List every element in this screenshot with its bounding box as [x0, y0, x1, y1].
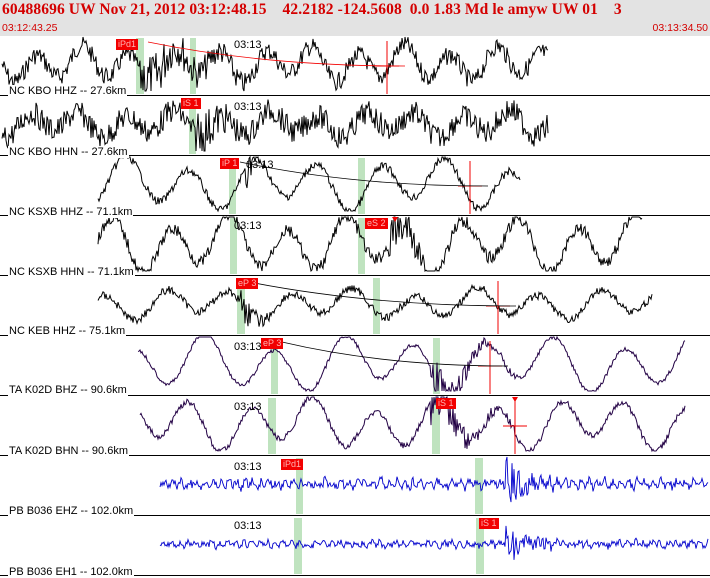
pick-flag[interactable]: iPd1 — [116, 39, 139, 50]
event-header: 60488696 UW Nov 21, 2012 03:12:48.15 42.… — [0, 0, 710, 36]
waveform — [1, 99, 549, 152]
pick-arrow — [512, 397, 518, 402]
pick-window — [237, 278, 245, 334]
trace-label[interactable]: NC KBO HHZ -- 27.6km — [8, 85, 128, 97]
pick-flag[interactable]: iPd1 — [281, 459, 304, 470]
waveform — [137, 335, 686, 393]
trace-label[interactable]: NC KSXB HHZ -- 71.1km — [8, 206, 134, 218]
pick-window — [189, 98, 196, 154]
waveform — [97, 283, 653, 328]
pick-flag[interactable]: iS 1 — [181, 98, 201, 109]
time-tick-label: 03:13 — [234, 341, 262, 353]
trace-label[interactable]: NC KBO HHN -- 27.6km — [8, 146, 129, 158]
coda-envelope — [248, 281, 517, 307]
coda-envelope — [147, 41, 406, 67]
coda-envelope — [281, 341, 509, 367]
pick-window — [271, 338, 278, 394]
trace-label[interactable]: TA K02D BHZ -- 90.6km — [8, 384, 128, 396]
coda-envelope — [239, 161, 489, 187]
time-tick-label: 03:13 — [234, 39, 262, 51]
time-tick-label: 03:13 — [234, 461, 262, 473]
event-summary: 60488696 UW Nov 21, 2012 03:12:48.15 42.… — [2, 1, 622, 18]
pick-window — [373, 278, 380, 334]
pick-flag[interactable]: eP 3 — [236, 278, 259, 289]
pick-window — [190, 38, 196, 94]
time-tick-label: 03:13 — [234, 401, 262, 413]
pick-flag[interactable]: eS 2 — [365, 218, 388, 229]
pick-window — [229, 158, 236, 214]
time-tick-label: 03:13 — [234, 220, 262, 232]
pick-window — [358, 158, 365, 214]
waveform — [159, 456, 709, 503]
waveform — [159, 525, 709, 560]
pick-window — [432, 398, 440, 454]
window-end-time: 03:13:34.50 — [652, 22, 708, 34]
pick-window — [230, 218, 237, 274]
trace-label[interactable]: PB B036 EH1 -- 102.0km — [8, 566, 134, 578]
pick-flag[interactable]: eP 3 — [261, 338, 284, 349]
waveform — [139, 396, 686, 453]
pick-arrow — [392, 217, 398, 222]
trace-label[interactable]: TA K02D BHN -- 90.6km — [8, 445, 129, 457]
waveform — [97, 155, 521, 213]
time-tick-label: 03:13 — [234, 520, 262, 532]
waveform — [1, 36, 549, 92]
trace-panel[interactable] — [0, 36, 710, 578]
pick-window — [358, 218, 365, 274]
window-start-time: 03:12:43.25 — [2, 22, 58, 34]
time-tick-label: 03:13 — [234, 101, 262, 113]
pick-flag[interactable]: iS 1 — [436, 398, 456, 409]
trace-label[interactable]: NC KSXB HHN -- 71.1km — [8, 266, 135, 278]
trace-label[interactable]: PB B036 EHZ -- 102.0km — [8, 505, 135, 517]
time-tick-label: 03:13 — [246, 159, 274, 171]
pick-window — [475, 458, 483, 514]
pick-flag[interactable]: iP 1 — [220, 158, 240, 169]
pick-window — [268, 398, 276, 454]
pick-flag[interactable]: iS 1 — [479, 518, 499, 529]
trace-label[interactable]: NC KEB HHZ -- 75.1km — [8, 325, 127, 337]
waveform — [97, 215, 643, 273]
